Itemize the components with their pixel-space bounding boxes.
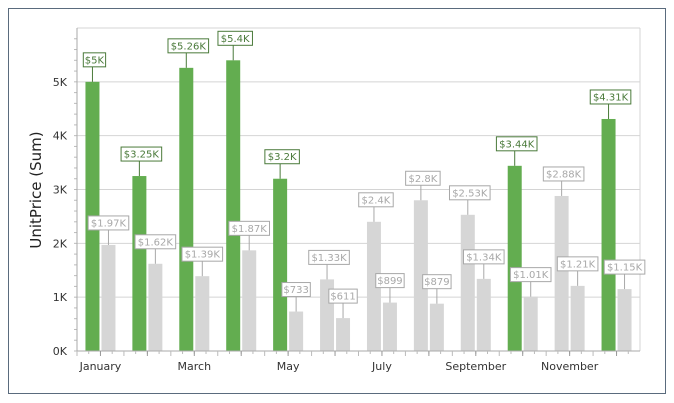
axes: 0K 1K 2K 3K 4K 5K January March May July September… [53, 28, 640, 373]
label-box [542, 166, 585, 182]
label-box [509, 267, 552, 283]
data-label: $3.2K [268, 152, 297, 163]
data-labels: $5K $1.97K $3.25K $1.62K $5.26K $1.39K $5.4K $1… [82, 30, 646, 319]
bar [101, 244, 116, 351]
bar [601, 118, 616, 351]
bar [226, 60, 241, 352]
data-label: $2.88K [546, 169, 582, 180]
y-axis-title: UnitPrice (Sum) [27, 131, 45, 248]
bar [273, 178, 288, 351]
label-box [448, 185, 491, 201]
label-box [589, 89, 632, 105]
bar [413, 200, 428, 351]
bar [179, 67, 194, 351]
label-box [87, 215, 130, 231]
bar [507, 165, 522, 351]
data-label: $3.44K [499, 139, 535, 150]
bar [476, 278, 491, 351]
label-box [228, 220, 271, 236]
label-box [308, 249, 350, 265]
label-box [422, 274, 452, 290]
y-tick-label: 1K [53, 291, 68, 304]
label-box [358, 192, 394, 208]
data-label: $2.8K [408, 174, 437, 185]
x-tick-label: July [371, 360, 392, 373]
label-box [328, 288, 358, 304]
data-label: $879 [424, 277, 449, 288]
bar [132, 176, 147, 351]
data-label: $1.34K [466, 252, 502, 263]
bar [366, 221, 381, 351]
x-tick-label: November [541, 360, 599, 373]
data-label: $1.33K [311, 253, 347, 264]
x-tick-label: March [178, 360, 212, 373]
data-label: $5.4K [221, 34, 250, 45]
label-box [134, 234, 177, 250]
gridlines [77, 27, 641, 351]
bar [336, 318, 351, 351]
data-label: $3.25K [124, 150, 160, 161]
data-label: $1.01K [513, 270, 549, 281]
label-box [181, 246, 224, 262]
bar [242, 250, 257, 351]
data-label: $1.15K [607, 263, 643, 274]
x-tick-label: January [79, 360, 122, 373]
label-box [167, 38, 210, 54]
data-label: $5.26K [171, 41, 207, 52]
x-tick-label: May [277, 360, 300, 373]
label-box [462, 249, 505, 265]
data-label: $2.53K [452, 188, 488, 199]
bar [289, 311, 304, 351]
bar [429, 303, 444, 351]
label-box [495, 136, 538, 152]
bar [570, 285, 585, 351]
data-label: $611 [330, 292, 355, 303]
label-box [405, 170, 441, 186]
y-tick-label: 3K [53, 184, 68, 197]
y-tick-label: 4K [53, 130, 68, 143]
bar [148, 263, 163, 351]
data-label: $1.87K [232, 224, 268, 235]
bar [382, 302, 397, 351]
label-box [217, 30, 253, 46]
y-tick-label: 5K [53, 76, 68, 89]
label-box [281, 282, 311, 298]
label-box [120, 146, 163, 162]
data-label: $733 [283, 285, 308, 296]
bar [523, 296, 538, 351]
y-tick-label: 0K [53, 345, 68, 358]
bars [85, 60, 632, 352]
data-label: $1.97K [91, 218, 127, 229]
x-tick-label: September [445, 360, 506, 373]
bar [554, 195, 569, 351]
data-label: $1.39K [185, 250, 221, 261]
data-label: $5K [85, 55, 105, 66]
bar [195, 276, 210, 351]
data-label: $2.4K [362, 195, 391, 206]
label-box [375, 273, 405, 289]
data-label: $4.31K [593, 92, 629, 103]
data-label: $1.21K [560, 259, 596, 270]
y-tick-label: 2K [53, 237, 68, 250]
bar [617, 289, 632, 351]
label-box [556, 256, 599, 272]
label-box [603, 259, 646, 275]
data-label: $1.62K [138, 237, 174, 248]
label-box [82, 52, 107, 68]
label-box [264, 149, 300, 165]
bar [460, 214, 475, 351]
data-label: $899 [377, 276, 402, 287]
